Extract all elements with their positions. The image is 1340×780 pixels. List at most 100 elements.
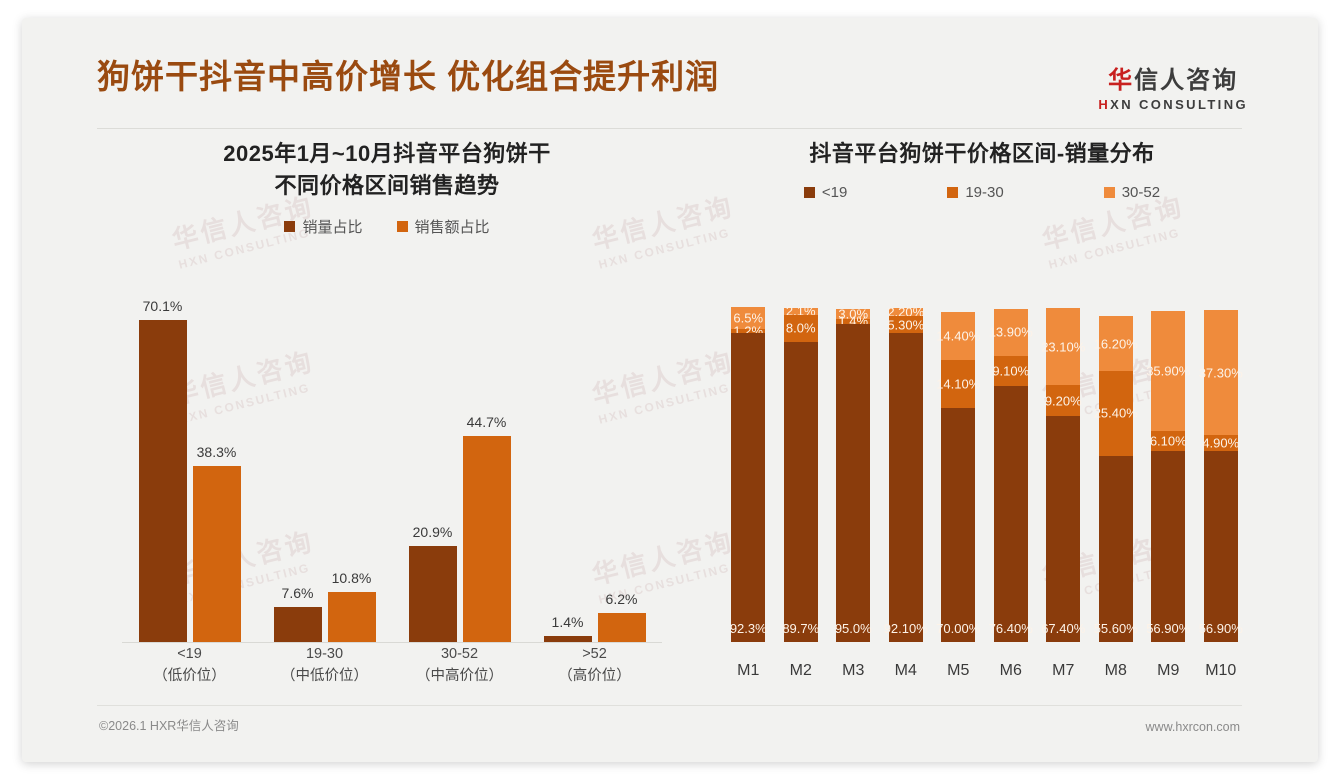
stacked-bar[interactable]: 37.30% 4.90% 56.90% — [1199, 310, 1243, 642]
header-divider — [97, 128, 1242, 129]
stack-segment-label: 16.20% — [1093, 336, 1138, 352]
bar[interactable] — [327, 592, 376, 642]
bar-column[interactable]: 10.8% — [327, 297, 376, 642]
stack-segment[interactable]: 95.0% — [834, 323, 872, 642]
x-axis-label: M3 — [842, 662, 865, 679]
left-chart-panel: 2025年1月~10月抖音平台狗饼干 不同价格区间销售趋势 销量占比 销售额占比 … — [82, 138, 692, 698]
stacked-bar-group: 35.90% 6.10% 56.90% — [1142, 297, 1195, 642]
stacked-bar[interactable]: 35.90% 6.10% 56.90% — [1146, 310, 1190, 642]
bar[interactable] — [408, 545, 457, 642]
stack-segment-label: 56.90% — [1198, 621, 1243, 636]
stack-segment[interactable]: 92.3% — [730, 332, 767, 642]
bar-column[interactable]: 38.3% — [192, 297, 241, 642]
left-chart-title-line2: 不同价格区间销售趋势 — [274, 172, 500, 198]
legend-item-1[interactable]: 销售额占比 — [396, 216, 490, 237]
stack-segment[interactable]: 4.90% — [1202, 434, 1239, 452]
stacked-bar[interactable]: 23.10% 9.20% 67.40% — [1041, 308, 1085, 642]
stack-segment[interactable]: 70.00% — [936, 407, 980, 642]
stacked-bar-group: 13.90% 9.10% 76.40% — [985, 297, 1038, 642]
stack-segment[interactable]: 14.10% — [936, 360, 980, 408]
x-axis-label: 19-30 （中低价位） — [257, 644, 392, 694]
stack-segment-label: 9.10% — [992, 363, 1030, 379]
stacked-bar[interactable]: 2.1% 8.0% 89.7% — [782, 304, 819, 642]
x-axis-label-sub: （低价位） — [153, 667, 226, 684]
left-chart-legend: 销量占比 销售额占比 — [82, 216, 692, 237]
bar[interactable] — [138, 319, 187, 642]
legend-item-2[interactable]: 30-52 — [1103, 184, 1160, 201]
slide-header: 狗饼干抖音中高价增长 优化组合提升利润 华信人咨询 HXN CONSULTING — [22, 18, 1318, 129]
stack-segment[interactable]: 92.10% — [884, 333, 928, 642]
stack-segment[interactable]: 56.90% — [1146, 451, 1190, 642]
stack-segment-label: 70.00% — [936, 621, 981, 636]
stack-segment-label: 55.60% — [1093, 621, 1138, 636]
stacked-bar[interactable]: 14.40% 14.10% 70.00% — [936, 312, 980, 642]
stack-segment[interactable]: 35.90% — [1146, 310, 1190, 431]
stack-segment[interactable]: 56.90% — [1199, 451, 1243, 642]
bar[interactable] — [597, 613, 646, 642]
bar-column[interactable]: 1.4% — [543, 297, 592, 642]
stack-segment-label: 76.40% — [988, 621, 1033, 636]
left-chart-title: 2025年1月~10月抖音平台狗饼干 不同价格区间销售趋势 — [82, 138, 692, 202]
stacked-bar-group: 6.5% 1.2% 92.3% — [722, 297, 775, 642]
legend-item-0[interactable]: <19 — [803, 184, 847, 201]
x-axis-label-sub: （高价位） — [558, 667, 631, 684]
stack-segment[interactable]: 16.20% — [1094, 316, 1138, 371]
bar-column[interactable]: 44.7% — [462, 297, 511, 642]
bar-value-label: 10.8% — [331, 570, 372, 587]
left-chart-x-labels: <19 （低价位） 19-30 （中低价位） 30-52 （中高价位） >52 （高价位） — [122, 644, 662, 694]
bar-column[interactable]: 6.2% — [597, 297, 646, 642]
stack-segment[interactable]: 23.10% — [1041, 308, 1085, 386]
stack-segment[interactable]: 2.1% — [783, 304, 818, 319]
stack-segment-label: 3.0% — [838, 306, 869, 322]
stack-segment[interactable]: 89.7% — [782, 341, 819, 642]
legend-swatch-icon — [947, 186, 959, 198]
bar[interactable] — [543, 635, 592, 642]
legend-item-0[interactable]: 销量占比 — [284, 216, 363, 237]
bar-value-label: 38.3% — [196, 443, 237, 460]
stacked-bar[interactable]: 16.20% 25.40% 55.60% — [1094, 316, 1138, 642]
stack-segment[interactable]: 5.30% — [887, 315, 924, 334]
stack-segment[interactable]: 76.40% — [989, 386, 1033, 642]
right-chart-title: 抖音平台狗饼干价格区间-销量分布 — [702, 138, 1262, 170]
bar-column[interactable]: 70.1% — [138, 297, 187, 642]
stack-segment[interactable]: 8.0% — [783, 314, 818, 342]
stack-segment[interactable]: 3.0% — [836, 306, 871, 322]
x-axis-label: <19 （低价位） — [122, 644, 257, 694]
right-chart-legend: <19 19-30 30-52 — [702, 184, 1262, 201]
stack-segment-label: 95.0% — [834, 621, 872, 636]
stack-segment[interactable]: 2.20% — [887, 305, 924, 320]
stack-segment[interactable]: 9.10% — [992, 355, 1030, 387]
bar-column[interactable]: 7.6% — [273, 297, 322, 642]
stacked-bar[interactable]: 6.5% 1.2% 92.3% — [730, 307, 767, 642]
legend-item-1[interactable]: 19-30 — [947, 183, 1004, 201]
stacked-bar[interactable]: 3.0% 1.4% 95.0% — [834, 306, 872, 642]
stack-segment[interactable]: 37.30% — [1199, 310, 1243, 435]
legend-label: 销量占比 — [302, 218, 363, 236]
right-chart-x-labels: M1 M2 M3 M4 M5 M6 M7 M8 M9 M10 — [722, 662, 1247, 680]
stack-segment[interactable]: 13.90% — [989, 309, 1033, 356]
stack-segment[interactable]: 14.40% — [936, 312, 980, 361]
stack-segment-label: 6.5% — [733, 310, 764, 326]
x-axis-label: >52 （高价位） — [527, 644, 662, 694]
bar[interactable] — [273, 607, 322, 642]
x-axis-label: M10 — [1205, 662, 1237, 679]
stack-segment[interactable]: 55.60% — [1094, 455, 1138, 642]
stacked-bar[interactable]: 13.90% 9.10% 76.40% — [989, 309, 1033, 642]
stack-segment-label: 14.40% — [936, 328, 981, 344]
logo-english-accent: H — [1098, 97, 1111, 113]
stack-segment[interactable]: 67.40% — [1041, 416, 1085, 642]
x-axis-label: M8 — [1104, 662, 1127, 679]
stack-segment-label: 92.10% — [883, 621, 928, 636]
stack-segment[interactable]: 25.40% — [1094, 370, 1138, 456]
bar[interactable] — [192, 465, 241, 642]
stacked-bar[interactable]: 2.20% 5.30% 92.10% — [884, 305, 928, 642]
stack-segment-label: 25.40% — [1093, 405, 1138, 421]
stack-segment[interactable]: 6.10% — [1150, 430, 1187, 452]
bar-column[interactable]: 20.9% — [408, 297, 457, 642]
stack-segment[interactable]: 6.5% — [731, 307, 766, 329]
stack-segment[interactable]: 9.20% — [1045, 385, 1082, 417]
bar[interactable] — [462, 436, 511, 642]
legend-label: 19-30 — [965, 183, 1004, 201]
stacked-bar-group: 3.0% 1.4% 95.0% — [827, 297, 880, 642]
x-axis-label-main: >52 — [582, 646, 607, 662]
